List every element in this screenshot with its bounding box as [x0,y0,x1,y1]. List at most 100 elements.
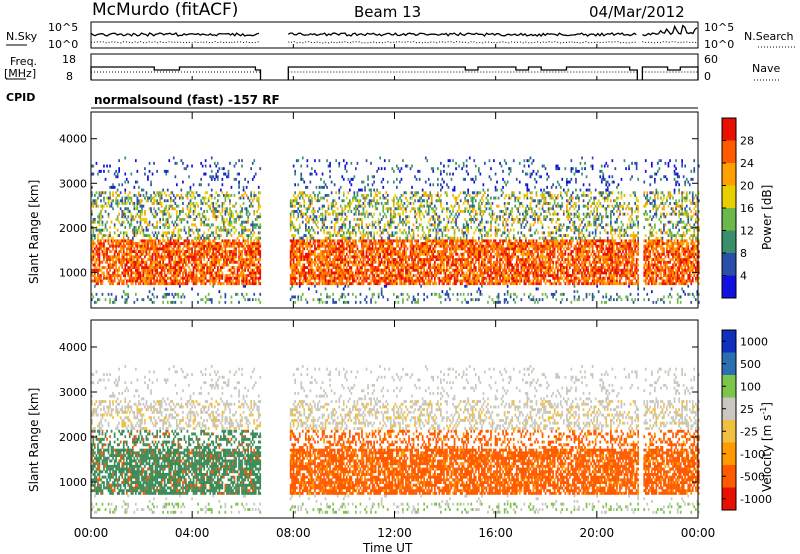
power-cell [323,204,325,208]
power-cell [361,268,363,272]
power-cell [124,271,127,275]
power-cell [217,260,219,264]
power-cell [344,247,347,251]
power-cell [195,202,198,205]
power-cell [169,252,172,256]
power-cell [110,276,113,280]
power-cell [353,258,356,261]
power-cell [409,244,412,248]
power-cell [418,210,421,213]
power-cell [430,274,433,277]
power-cell [388,282,391,286]
power-cell [136,212,139,216]
power-cell [362,282,365,286]
power-cell [424,194,427,197]
nsky-trace [287,32,637,37]
power-cell [139,244,142,248]
power-cell [245,258,248,261]
power-cell [101,244,104,248]
power-cell [186,191,189,195]
power-cell [424,191,427,195]
power-cell [229,252,231,256]
power-cell [446,250,448,253]
power-cell [92,172,95,176]
power-cell [449,250,451,253]
power-cell [169,260,172,264]
power-cell [259,231,262,235]
power-cell [321,223,324,227]
power-cell [326,295,328,299]
power-cell [151,263,154,267]
power-cell [435,212,438,216]
power-cell [213,242,216,245]
power-cell [185,255,187,259]
power-cell [110,266,113,269]
power-cell [311,218,313,221]
power-cell [121,279,124,283]
power-cell [232,204,234,208]
power-cell [361,252,363,256]
power-cell [336,260,339,264]
power-cell [418,276,421,280]
power-cell [106,274,108,277]
power-cell [180,276,183,280]
power-cell [335,276,337,280]
power-cell [110,292,113,296]
power-cell [306,282,309,286]
power-cell [200,268,202,272]
power-cell [298,263,301,267]
power-cell [148,223,151,227]
power-cell [229,223,231,227]
power-cell [358,212,360,216]
power-cell [244,177,246,181]
power-cell [236,271,239,275]
power-cell [147,266,149,269]
power-cell [91,202,93,205]
power-cell [229,244,231,248]
power-cell [121,258,124,261]
power-cell [180,266,183,269]
power-cell [148,196,151,200]
power-cell [203,263,205,267]
power-cell [437,242,439,245]
power-cell [157,250,160,253]
power-cell [124,292,127,296]
power-cell [197,204,199,208]
power-cell [113,231,116,235]
power-cell [406,298,409,302]
power-cell [437,177,439,181]
power-cell [444,239,447,243]
power-cell [248,282,251,286]
power-cell [224,196,227,200]
power-cell [150,242,152,245]
power-cell [245,228,248,232]
power-cell [103,228,105,232]
power-cell [371,175,374,179]
power-cell [168,242,171,245]
power-cell [389,260,392,264]
power-cell [333,255,336,259]
power-cell [329,263,331,267]
power-cell [160,204,163,208]
power-cell [344,295,347,299]
power-cell [121,215,124,219]
power-cell [159,239,161,243]
power-cell [389,210,392,213]
power-cell [130,247,133,251]
power-cell [424,239,427,243]
power-cell [224,295,227,299]
power-cell [330,271,333,275]
power-cell [405,164,407,168]
power-cell [424,244,427,248]
power-cell [391,220,394,224]
power-cell [347,204,350,208]
power-cell [430,223,433,227]
power-cell [165,172,168,176]
power-cell [362,263,365,267]
cpid-label: CPID [6,91,35,104]
power-cell [289,287,292,291]
power-cell [415,220,418,224]
power-cell [198,255,201,259]
power-cell [238,266,240,269]
power-cell [417,255,419,259]
